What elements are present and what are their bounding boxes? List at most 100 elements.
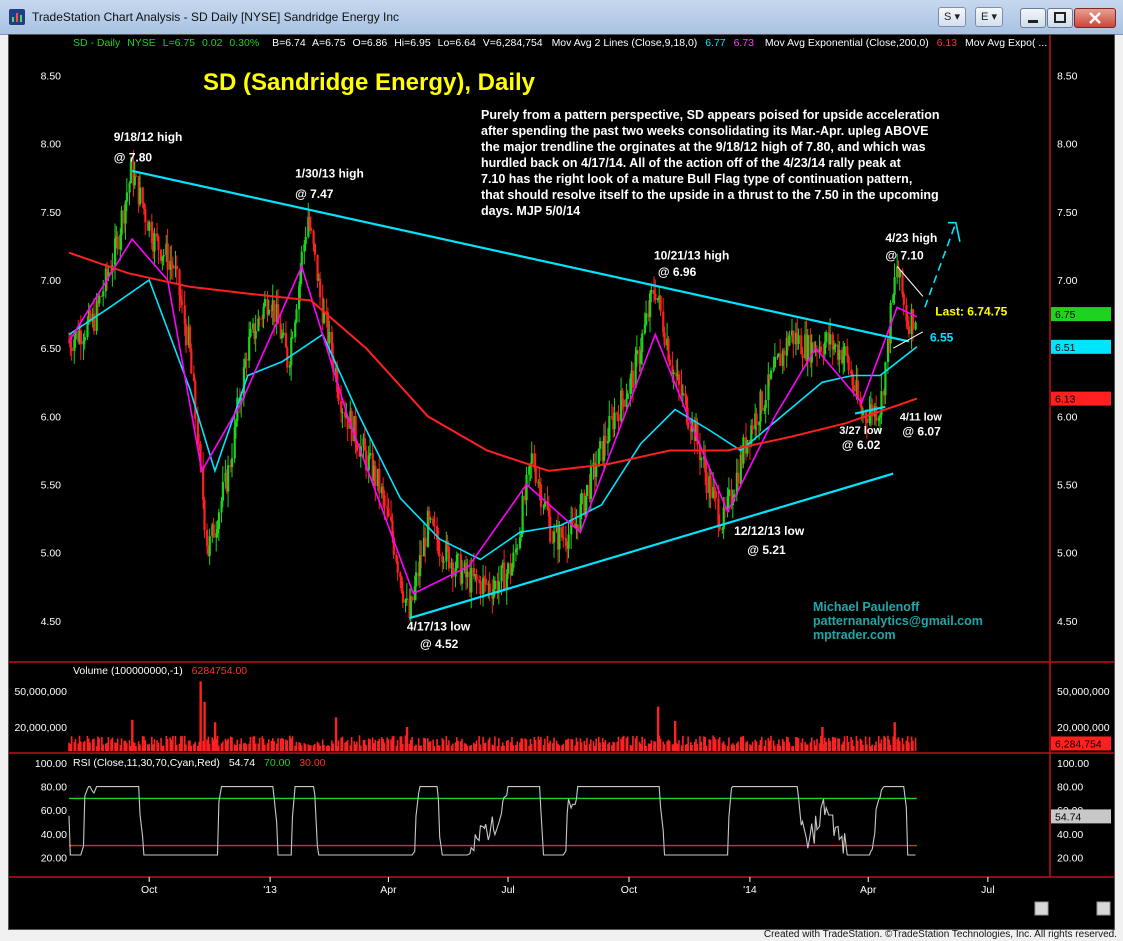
commentary-line-2: the major trendline the orginates at the…: [481, 140, 926, 154]
maximize-button[interactable]: [1047, 8, 1073, 28]
candle-body-235: [500, 565, 503, 582]
candle-body-133: [312, 230, 315, 244]
tradestation-app-icon: [9, 9, 25, 25]
candle-body-189: [415, 572, 418, 587]
volume-bar-125: [298, 742, 300, 751]
candle-body-338: [689, 428, 692, 432]
candle-body-343: [698, 444, 702, 461]
volume-bar-280: [583, 740, 586, 751]
chart-title: SD (Sandridge Energy), Daily: [203, 69, 536, 96]
volume-bar-187: [411, 736, 413, 751]
candle-body-324: [663, 332, 666, 346]
volume-bar-407: [816, 738, 818, 751]
candle-body-264: [553, 531, 556, 543]
candle-body-350: [712, 487, 715, 498]
candle-body-431: [860, 405, 863, 416]
volume-bar-374: [755, 741, 758, 751]
candle-body-419: [838, 350, 841, 360]
candle-body-303: [625, 398, 628, 407]
volume-bar-400: [804, 741, 806, 751]
volume-bar-446: [888, 739, 891, 751]
scroll-left-button[interactable]: [1034, 901, 1049, 916]
volume-bar-218: [469, 745, 471, 751]
volume-bar-351: [713, 737, 716, 751]
volume-bar-65: [187, 740, 190, 751]
candle-body-2: [70, 347, 73, 351]
minimize-icon: [1028, 20, 1038, 23]
candle-body-89: [231, 458, 234, 468]
candle-body-149: [341, 412, 344, 414]
close-icon: [1089, 12, 1101, 24]
rsi-tick-left-2: 60.00: [41, 805, 67, 817]
price-marker-1: [1051, 339, 1111, 354]
volume-bar-108: [266, 743, 269, 751]
volume-bar-353: [717, 739, 720, 751]
candle-body-219: [470, 568, 473, 593]
volume-bar-198: [432, 739, 434, 751]
candle-body-109: [267, 309, 271, 315]
candle-body-414: [829, 334, 832, 345]
candle-body-315: [647, 313, 650, 318]
annotation-10: 4/11 low: [900, 411, 943, 423]
candle-body-158: [358, 451, 361, 457]
candle-body-173: [386, 506, 389, 508]
volume-bar-37: [135, 745, 137, 751]
volume-bar-397: [797, 738, 800, 751]
candle-body-312: [641, 333, 644, 353]
volume-bar-307: [632, 735, 634, 751]
candle-body-247: [521, 495, 524, 535]
candle-body-250: [528, 466, 531, 475]
volume-bar-221: [474, 743, 476, 751]
candle-body-408: [818, 346, 821, 352]
candle-body-260: [546, 501, 549, 510]
candle-body-396: [796, 332, 799, 345]
candle-body-63: [183, 305, 186, 324]
volume-bar-99: [249, 736, 252, 751]
volume-bar-135: [316, 741, 319, 751]
volume-bar-51: [161, 745, 164, 751]
candle-body-244: [516, 548, 519, 550]
volume-bar-278: [579, 738, 582, 751]
e-menu-button[interactable]: E ▾: [975, 7, 1003, 27]
candle-body-316: [649, 293, 652, 318]
candle-body-36: [133, 175, 136, 186]
minimize-button[interactable]: [1020, 8, 1046, 28]
volume-bar-131: [308, 745, 311, 751]
candle-body-399: [801, 354, 804, 359]
candle-body-371: [750, 425, 753, 444]
candle-body-427: [852, 385, 855, 392]
price-marker-0: [1051, 307, 1111, 322]
candle-body-42: [144, 208, 147, 223]
s-menu-button[interactable]: S ▾: [938, 7, 966, 27]
volume-bar-64: [185, 744, 187, 751]
candle-body-252: [530, 453, 533, 464]
candle-body-156: [354, 416, 357, 444]
candle-body-203: [441, 555, 444, 563]
volume-bar-288: [597, 736, 600, 751]
signature-line-2: mptrader.com: [813, 628, 896, 642]
candle-body-51: [161, 256, 164, 261]
candle-body-60: [178, 269, 181, 296]
volume-bar-46: [152, 744, 154, 751]
candle-body-327: [668, 359, 671, 366]
candle-body-147: [337, 392, 340, 402]
candle-body-1: [69, 341, 72, 348]
candle-body-258: [542, 506, 545, 508]
volume-bar-92: [236, 739, 239, 751]
volume-bar-310: [638, 741, 641, 751]
close-button[interactable]: [1074, 8, 1116, 28]
annotation-6: 4/23 high: [885, 231, 937, 245]
volume-bar-34: [129, 745, 132, 751]
volume-bar-304: [626, 736, 629, 751]
candle-body-131: [308, 217, 311, 228]
volume-panel: 50,000,000 50,000,000 20,000,000 20,000,000…: [14, 681, 1111, 751]
volume-bar-206: [446, 744, 449, 751]
volume-bar-428: [855, 736, 858, 751]
candle-body-361: [731, 500, 735, 506]
time-axis: Oct '13 Apr Jul Oct '14 Apr Jul: [141, 877, 995, 896]
candle-body-320: [656, 297, 660, 301]
volume-bar-319: [654, 741, 657, 751]
volume-bar-356: [722, 741, 725, 751]
scroll-right-button[interactable]: [1096, 901, 1111, 916]
volume-bar-415: [831, 736, 834, 751]
